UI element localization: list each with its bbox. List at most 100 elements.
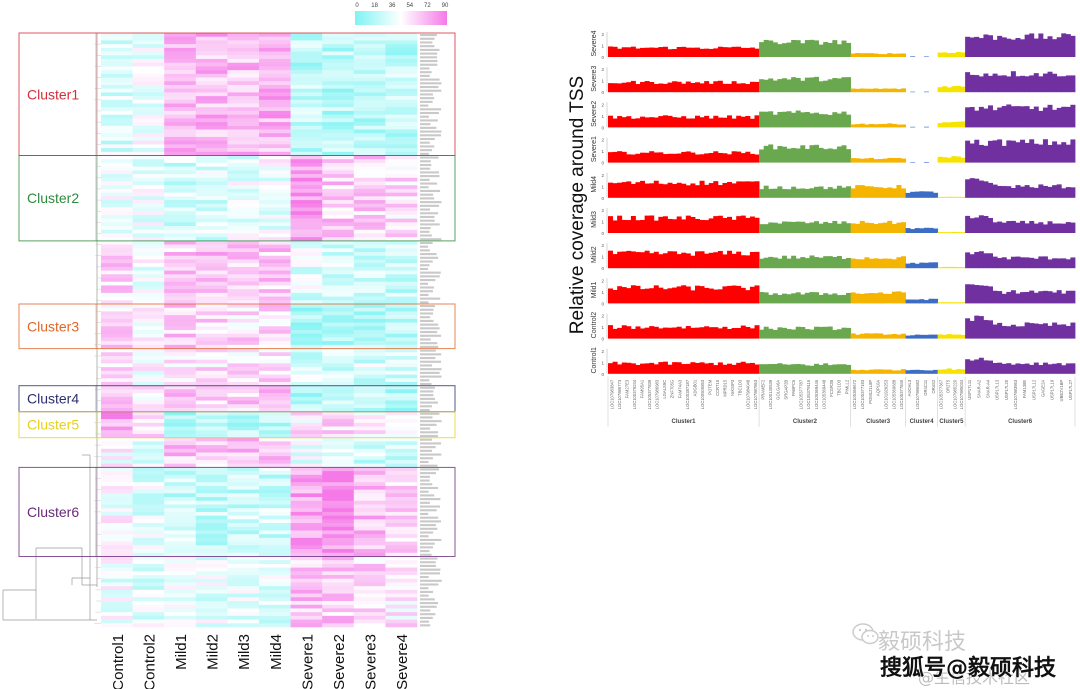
gene-label: FAM95A1 — [640, 379, 645, 398]
bar — [1010, 140, 1016, 163]
heatmap-cell — [385, 612, 418, 617]
heatmap-cell — [322, 597, 355, 602]
bar — [1065, 75, 1071, 93]
heatmap-cell — [101, 445, 133, 450]
heatmap-cell — [132, 467, 165, 472]
bar — [1065, 187, 1071, 198]
heatmap-cell — [227, 66, 260, 71]
heatmap-cell — [290, 355, 323, 360]
heatmap-cell — [259, 415, 291, 420]
bar — [988, 35, 993, 57]
heatmap-cell — [353, 545, 386, 550]
bar — [846, 186, 852, 198]
bar — [978, 251, 984, 269]
bar — [901, 124, 906, 128]
heatmap-cell — [290, 482, 323, 487]
row-label — [420, 126, 437, 129]
bar — [736, 251, 742, 269]
heatmap-cell — [322, 248, 355, 253]
bar — [882, 258, 888, 269]
heatmap-cell — [385, 181, 418, 186]
heatmap-cell — [164, 144, 197, 149]
heatmap-cell — [353, 456, 386, 461]
bar — [1065, 106, 1071, 128]
heatmap-cell — [322, 218, 355, 223]
bar — [923, 91, 929, 93]
bar — [818, 147, 824, 163]
heatmap-cell — [101, 619, 133, 624]
bar — [772, 293, 778, 304]
bar — [1061, 106, 1067, 128]
bar — [992, 222, 998, 233]
gene-label: LOC107986773 — [617, 379, 622, 409]
bar — [722, 326, 728, 339]
row-label — [420, 141, 430, 144]
bar — [749, 118, 755, 128]
row-label — [420, 587, 429, 590]
bar — [1020, 257, 1026, 269]
bar — [878, 333, 884, 339]
heatmap-cell — [290, 188, 323, 193]
heatmap-cell — [101, 140, 133, 145]
bar — [804, 292, 810, 304]
heatmap-cell — [322, 433, 355, 438]
bar — [667, 153, 673, 163]
heatmap-cell — [132, 471, 165, 476]
bar — [690, 118, 696, 128]
heatmap-cell — [353, 508, 386, 513]
heatmap-cell — [195, 515, 228, 520]
gene-label: PRAMEF2 — [760, 379, 765, 399]
heatmap-cell — [227, 84, 260, 89]
heatmap-cell — [259, 125, 291, 130]
bar — [978, 316, 984, 339]
heatmap-cell — [259, 526, 291, 531]
bar — [772, 42, 778, 57]
heatmap-cell — [101, 330, 133, 335]
gene-label: OR4C11 — [923, 379, 928, 396]
bar — [640, 219, 646, 233]
heatmap-cell — [164, 378, 197, 383]
heatmap-cell — [132, 589, 165, 594]
heatmap-cell — [195, 367, 228, 372]
heatmap-cell — [290, 55, 323, 60]
heatmap-cell — [322, 263, 355, 268]
row-label — [420, 509, 437, 512]
heatmap-cell — [132, 315, 165, 320]
bar — [626, 181, 632, 198]
row-label — [420, 182, 438, 185]
row-label — [420, 483, 433, 486]
heatmap-cell — [385, 248, 418, 253]
heatmap-cell — [227, 140, 260, 145]
bar — [832, 293, 838, 304]
row-label — [420, 85, 439, 89]
bar — [704, 48, 710, 57]
heatmap-cell — [290, 62, 323, 67]
bar — [676, 216, 682, 233]
heatmap-cell — [322, 508, 355, 513]
heatmap-cell — [385, 374, 418, 379]
heatmap-cell — [322, 604, 355, 609]
bar — [855, 185, 861, 198]
bar — [649, 47, 655, 57]
heatmap-cell — [227, 81, 260, 86]
heatmap-cell — [353, 471, 386, 476]
heatmap-cell — [101, 259, 133, 264]
heatmap-cell — [132, 140, 165, 145]
heatmap-cell — [164, 615, 197, 620]
row-label — [420, 275, 440, 278]
heatmap-cell — [290, 185, 323, 190]
heatmap-cell — [290, 504, 323, 509]
heatmap-cell — [322, 612, 355, 617]
heatmap-cell — [101, 381, 133, 386]
bar — [955, 302, 961, 304]
heatmap-cell — [385, 552, 418, 557]
heatmap-cell — [101, 200, 133, 205]
heatmap-cell — [353, 62, 386, 67]
bar — [658, 216, 664, 233]
y-tick-label: 0 — [601, 231, 604, 236]
bar — [713, 151, 719, 163]
heatmap-cell — [101, 44, 133, 49]
heatmap-cell — [290, 285, 323, 290]
bar — [1052, 185, 1058, 198]
heatmap-cell — [353, 200, 386, 205]
